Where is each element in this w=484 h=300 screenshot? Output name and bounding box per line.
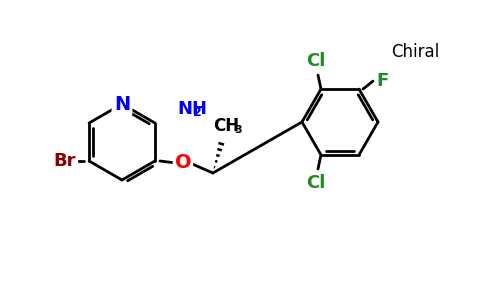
Text: Br: Br	[54, 152, 76, 170]
Text: 3: 3	[234, 125, 242, 135]
Text: 2: 2	[193, 106, 201, 118]
Text: NH: NH	[177, 100, 207, 118]
Text: Cl: Cl	[306, 52, 326, 70]
Text: O: O	[175, 154, 191, 172]
Text: N: N	[114, 94, 130, 113]
Text: F: F	[377, 72, 389, 90]
Text: Cl: Cl	[306, 174, 326, 192]
Text: CH: CH	[213, 117, 239, 135]
Text: Chiral: Chiral	[391, 43, 439, 61]
